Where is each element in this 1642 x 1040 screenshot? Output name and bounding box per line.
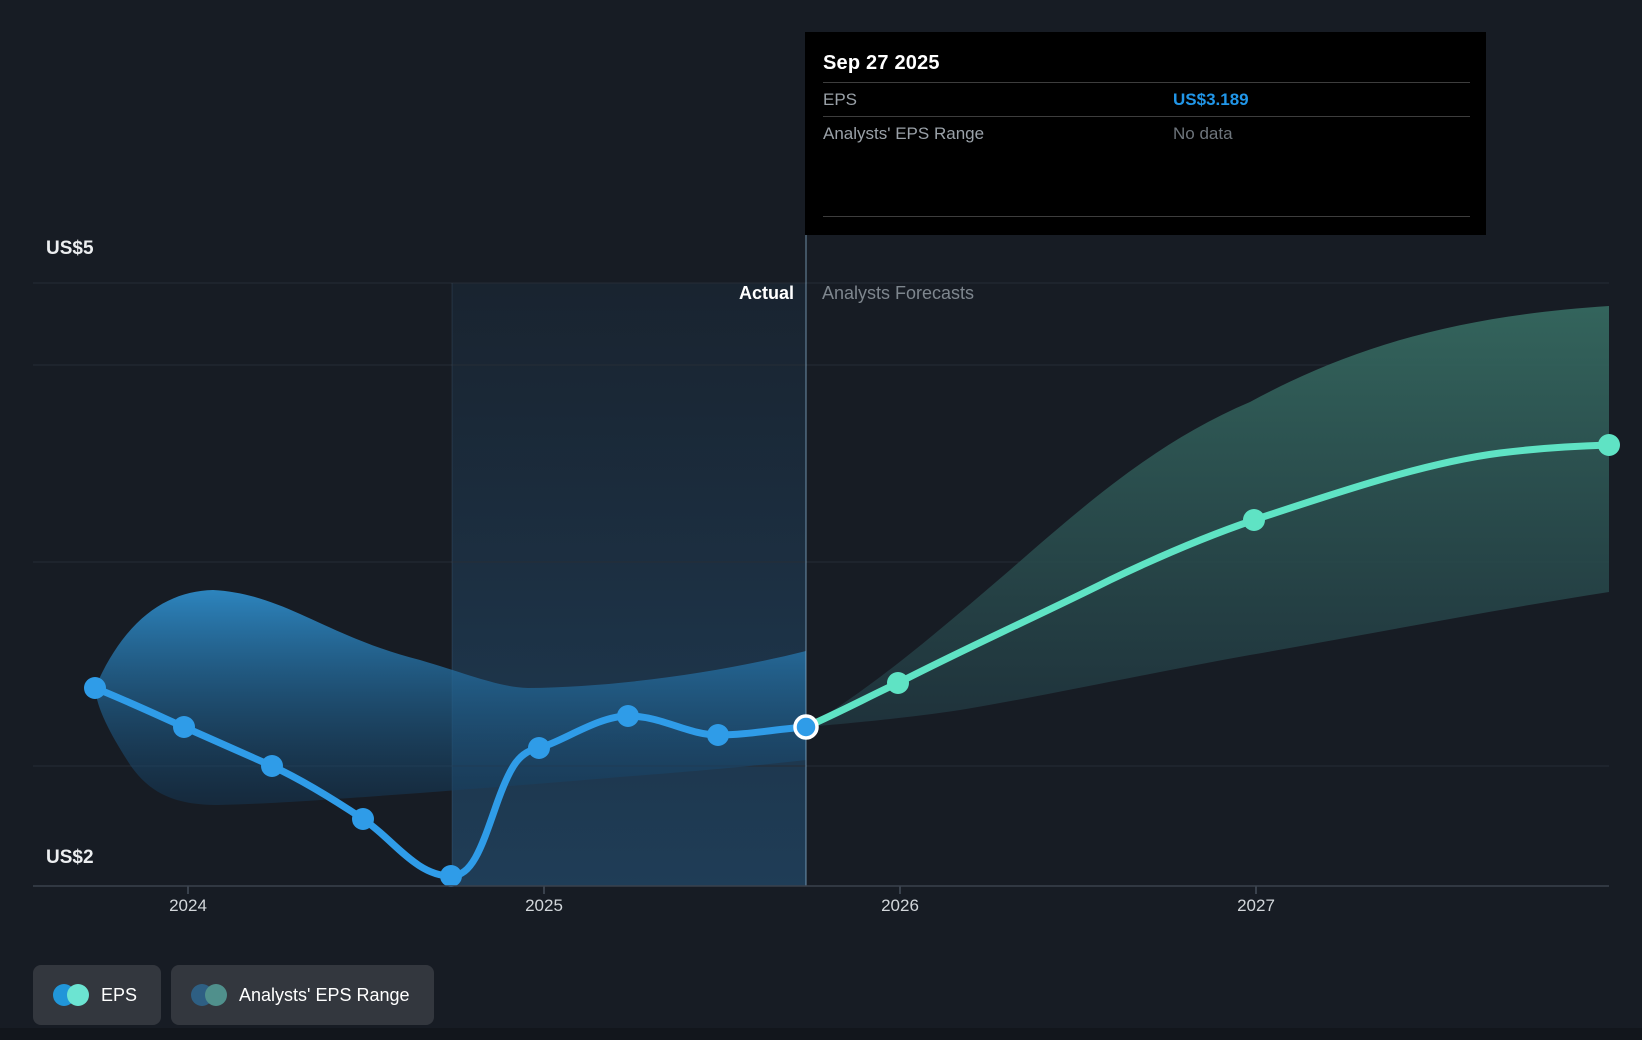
data-point-markers[interactable] [84,434,1620,887]
tooltip-divider [823,216,1470,217]
eps-actual-point[interactable] [617,705,639,727]
chart-legend: EPS Analysts' EPS Range [33,965,434,1025]
eps-actual-point[interactable] [84,677,106,699]
eps-actual-point[interactable] [528,737,550,759]
eps-actual-point[interactable] [440,865,462,887]
eps-actual-point[interactable] [707,724,729,746]
eps-actual-point[interactable] [173,716,195,738]
eps-actual-point[interactable] [261,755,283,777]
tooltip-range-value: No data [1173,123,1233,143]
bottom-strip [0,1028,1642,1040]
legend-analysts-eps-range-button[interactable]: Analysts' EPS Range [171,965,434,1025]
tooltip-divider [823,116,1470,117]
analysts-eps-range-band [806,306,1609,727]
x-axis [33,885,1609,894]
eps-forecast-point[interactable] [1243,509,1265,531]
legend-eps-button[interactable]: EPS [33,965,162,1025]
analysts-eps-range-legend-icon [191,984,228,1006]
x-tick-2024: 2024 [169,896,207,915]
legend-analysts-eps-range-label: Analysts' EPS Range [239,984,410,1005]
chart-tooltip: Sep 27 2025 EPS US$3.189 Analysts' EPS R… [805,32,1486,235]
actual-eps-band [95,590,806,805]
x-tick-2027: 2027 [1237,896,1275,915]
tooltip-range-row: Analysts' EPS Range No data [823,117,1470,150]
tooltip-eps-value: US$3.189 [1173,89,1249,109]
selected-point-sep-27-2025[interactable] [793,714,819,740]
eps-forecast-point[interactable] [887,672,909,694]
eps-legend-icon [53,984,89,1006]
tooltip-range-label: Analysts' EPS Range [823,123,985,143]
tooltip-date: Sep 27 2025 [823,51,940,74]
legend-eps-label: EPS [101,984,138,1005]
tooltip-divider [823,82,1470,83]
y-axis-label-us5: US$5 [46,238,94,259]
x-tick-2026: 2026 [881,896,919,915]
analysts-forecasts-label: Analysts Forecasts [822,283,975,303]
y-axis-label-us2: US$2 [46,847,94,868]
actual-highlight-region [452,283,806,886]
tooltip-spacer [823,150,1470,216]
eps-actual-line[interactable] [91,684,810,880]
x-tick-2025: 2025 [525,896,563,915]
tooltip-eps-label: EPS [823,89,858,109]
eps-forecast-point[interactable] [1598,434,1620,456]
tooltip-eps-row: EPS US$3.189 [823,83,1470,116]
eps-actual-point[interactable] [352,808,374,830]
actual-label: Actual [738,283,794,303]
